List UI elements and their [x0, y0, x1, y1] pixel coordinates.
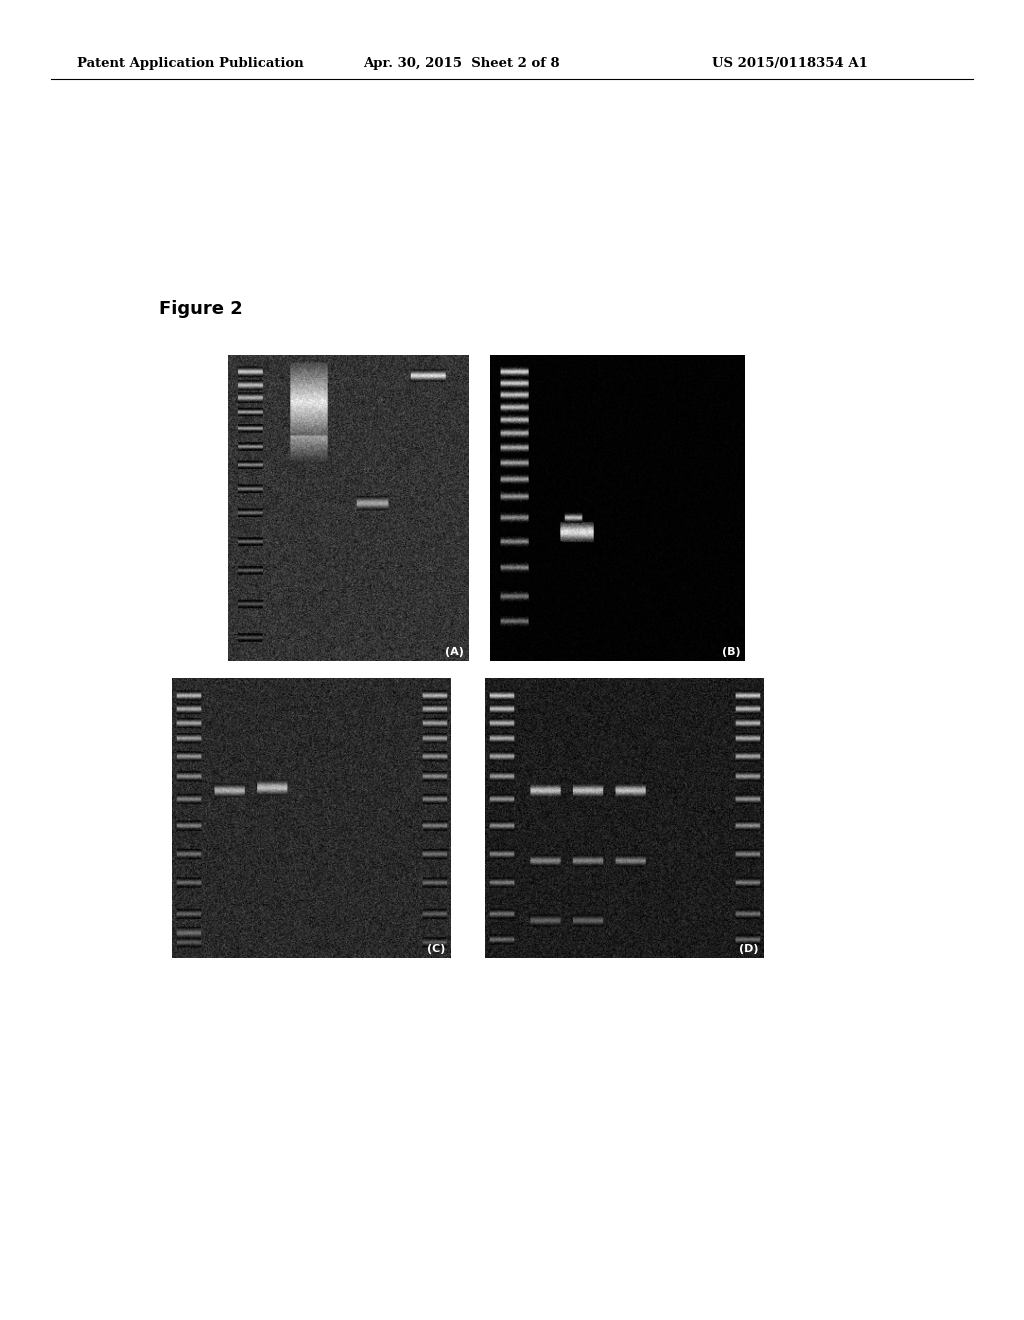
Text: Patent Application Publication: Patent Application Publication: [77, 57, 303, 70]
Text: US 2015/0118354 A1: US 2015/0118354 A1: [712, 57, 867, 70]
Text: 1: 1: [248, 339, 254, 350]
Text: 1: 1: [499, 663, 506, 673]
Text: 3: 3: [269, 663, 275, 673]
Text: 3: 3: [643, 339, 649, 350]
Text: 1: 1: [185, 663, 193, 673]
Text: (D): (D): [738, 944, 758, 953]
Text: 6: 6: [744, 663, 752, 673]
Text: 6: 6: [431, 663, 438, 673]
Text: 3: 3: [370, 339, 376, 350]
Text: 4: 4: [425, 339, 432, 350]
Text: (B): (B): [722, 647, 740, 656]
Text: 1: 1: [512, 339, 518, 350]
Text: Figure 2: Figure 2: [159, 300, 243, 318]
Text: 5: 5: [351, 663, 357, 673]
Text: 5: 5: [667, 663, 674, 673]
Text: 2: 2: [574, 339, 581, 350]
Text: (A): (A): [445, 647, 464, 656]
Text: (C): (C): [427, 944, 444, 953]
Text: Apr. 30, 2015  Sheet 2 of 8: Apr. 30, 2015 Sheet 2 of 8: [364, 57, 560, 70]
Text: 2: 2: [543, 663, 549, 673]
Text: 2: 2: [226, 663, 232, 673]
Text: 4: 4: [701, 339, 709, 350]
Text: 3: 3: [585, 663, 592, 673]
Text: 2: 2: [305, 339, 312, 350]
Text: 4: 4: [628, 663, 634, 673]
Text: 4: 4: [308, 663, 315, 673]
